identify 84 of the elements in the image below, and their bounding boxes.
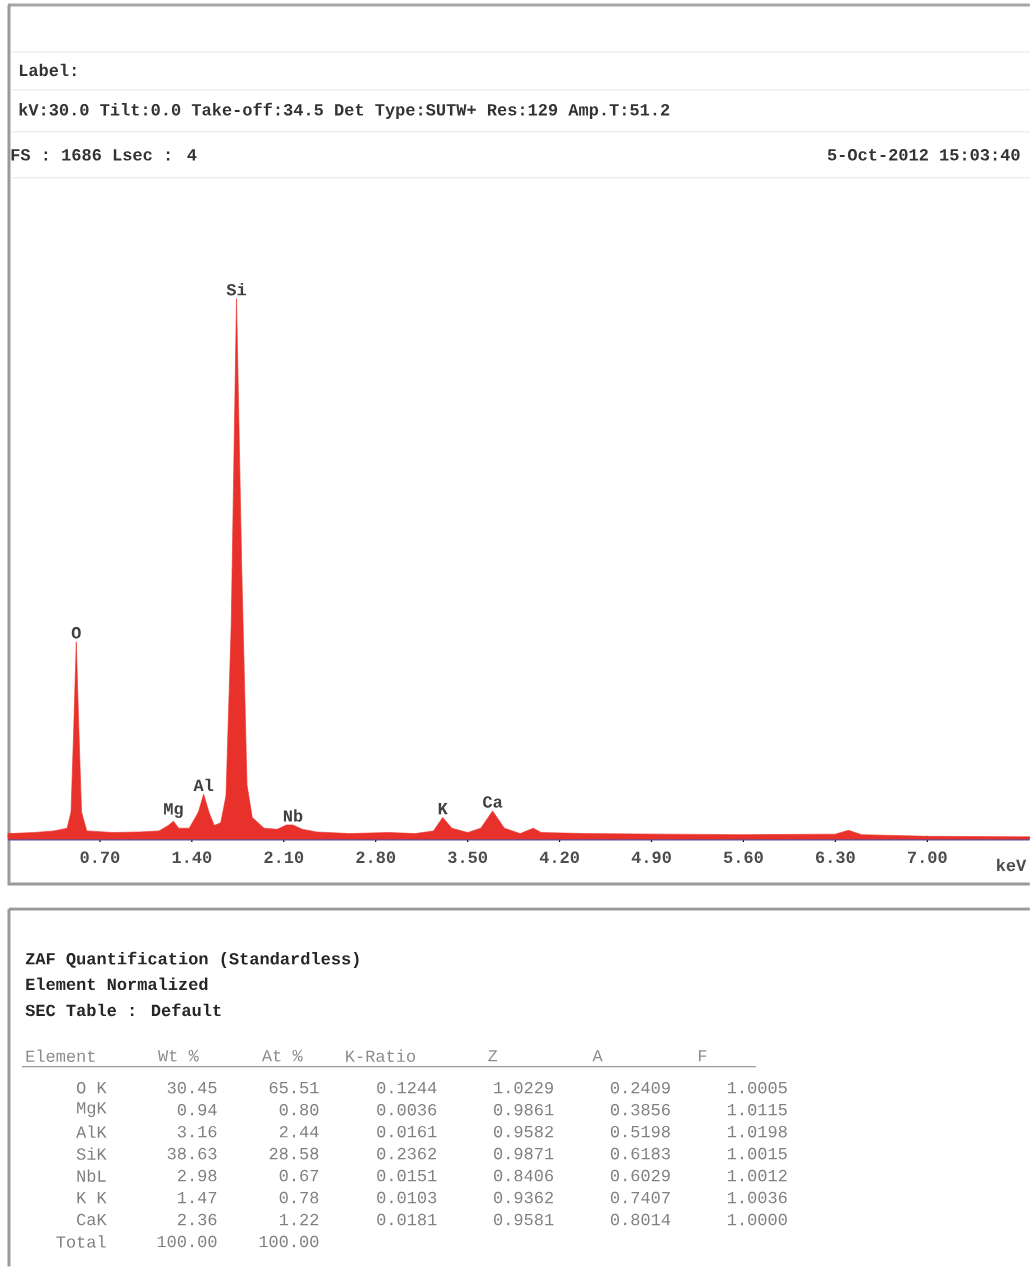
text: 0.9362	[493, 1191, 553, 1204]
annotation: Ca	[482, 796, 503, 808]
text: FS : 1686 Lsec : 4	[11, 149, 197, 161]
text: 0.9871	[493, 1147, 554, 1160]
text: Element	[26, 1049, 95, 1062]
text: 0.0181	[377, 1213, 437, 1226]
text: 65.51	[269, 1081, 319, 1094]
text: 0.8014	[610, 1213, 670, 1226]
text: 0.9861	[493, 1103, 554, 1116]
text: 0.8406	[493, 1169, 553, 1182]
x-tick-label: 5.60	[723, 851, 763, 864]
text: 1.47	[177, 1191, 217, 1204]
text: Wt %	[157, 1050, 199, 1062]
text: 0.0151	[377, 1169, 437, 1182]
annotation: Si	[226, 283, 246, 296]
x-tick-label: 2.80	[356, 851, 395, 864]
annotation: O	[71, 627, 81, 639]
text: 0.0103	[377, 1191, 437, 1204]
x-tick-label: 1.40	[172, 851, 212, 864]
text: 1.0198	[727, 1125, 787, 1138]
text: 0.0036	[377, 1103, 437, 1116]
annotation: K	[438, 803, 448, 815]
text: 3.16	[177, 1125, 217, 1138]
text: 100.00	[259, 1235, 319, 1248]
text: 1.0005	[727, 1081, 787, 1094]
text: 5-Oct-2012 15:03:40	[827, 149, 1020, 161]
text: 0.2409	[610, 1081, 670, 1094]
x-tick-label: 0.70	[80, 851, 120, 864]
x-tick-label: 4.90	[631, 851, 671, 864]
text: 0.0161	[377, 1125, 437, 1138]
text: F	[698, 1050, 707, 1062]
x-axis-title: keV	[997, 858, 1027, 872]
text: A	[592, 1050, 603, 1062]
text: 2.36	[177, 1213, 217, 1226]
text: 0.9582	[493, 1125, 553, 1138]
text: 1.0012	[727, 1169, 787, 1182]
text: 0.1244	[377, 1081, 437, 1094]
x-tick-label: 3.50	[447, 851, 487, 864]
text: 0.5198	[610, 1125, 670, 1138]
text: 1.0000	[727, 1213, 787, 1226]
text: 0.2362	[377, 1147, 436, 1160]
text: 0.7407	[610, 1191, 670, 1204]
text: 0.80	[279, 1103, 319, 1116]
text: 0.6029	[610, 1169, 670, 1182]
text: 0.78	[279, 1191, 319, 1204]
text: 0.3856	[610, 1103, 670, 1116]
text: 38.63	[167, 1147, 217, 1160]
text: 30.45	[167, 1081, 217, 1094]
annotation: Nb	[283, 809, 303, 822]
text: MgK	[77, 1102, 107, 1118]
text: CaK	[76, 1213, 107, 1226]
text: ZAF Quantification (Standardless)	[25, 951, 359, 968]
text: At %	[261, 1050, 303, 1062]
text: 0.67	[279, 1169, 318, 1182]
text: 2.98	[177, 1169, 217, 1182]
text: Total	[56, 1235, 106, 1248]
text: 1.22	[279, 1213, 319, 1226]
text: 28.58	[269, 1147, 319, 1160]
x-tick-label: 2.10	[264, 851, 304, 864]
text: 2.44	[279, 1125, 319, 1138]
text: 1.0115	[727, 1103, 787, 1116]
x-tick-label: 7.00	[907, 851, 947, 864]
text: 1.0229	[494, 1081, 553, 1094]
text: 1.0015	[727, 1147, 787, 1160]
text: NbL	[77, 1169, 106, 1182]
annotation: Al	[193, 778, 214, 791]
text: AlK	[75, 1125, 107, 1138]
text: SEC Table : Default	[25, 1003, 221, 1017]
text: SiK	[76, 1147, 107, 1160]
text: kV:30.0 Tilt:0.0 Take-off:34.5 Det Type:SUTW+ Res:129 Amp.T:51.2	[19, 102, 670, 119]
text: 0.6183	[610, 1147, 670, 1160]
text: Element Normalized	[26, 977, 208, 991]
text: 0.94	[177, 1103, 217, 1116]
text: 0.9581	[493, 1213, 554, 1226]
x-tick-label: 4.20	[539, 851, 579, 864]
text: O K	[76, 1081, 107, 1094]
text: K-Ratio	[346, 1049, 415, 1062]
text: Z	[488, 1050, 498, 1062]
x-tick-label: 6.30	[815, 851, 855, 864]
text: 1.0036	[727, 1191, 787, 1204]
text: K K	[77, 1191, 107, 1204]
text: 100.00	[157, 1235, 217, 1248]
text: Label:	[19, 63, 76, 77]
annotation: Mg	[163, 803, 183, 818]
